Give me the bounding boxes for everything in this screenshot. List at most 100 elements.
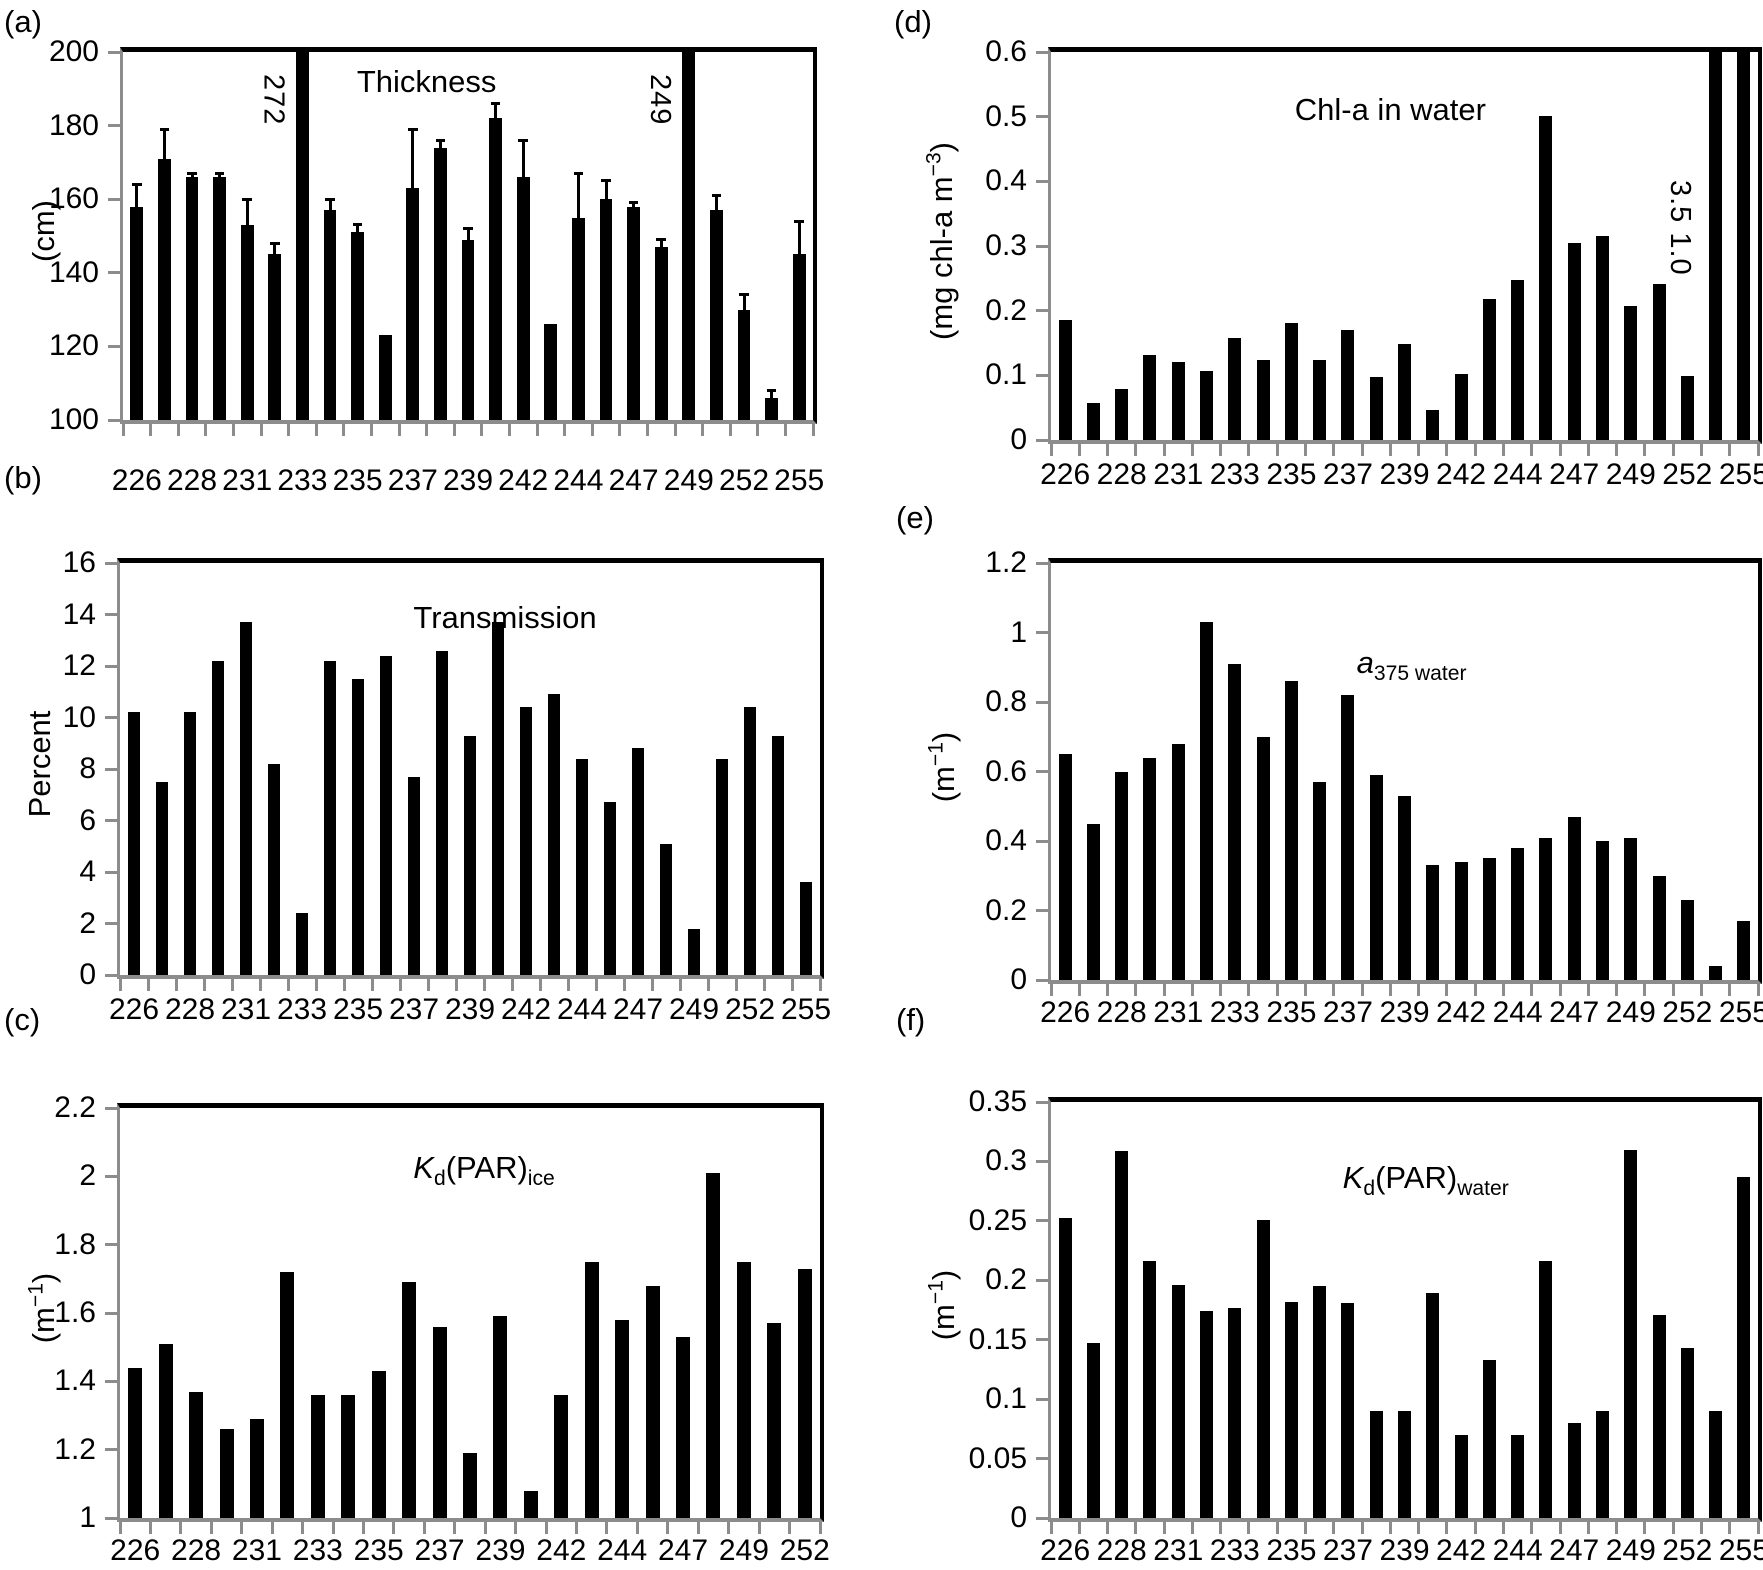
bar: [1482, 1359, 1496, 1518]
y-tick-label: 6: [79, 803, 96, 837]
y-tick-label: 0.15: [968, 1322, 1027, 1356]
y-tick: [1036, 839, 1048, 843]
bar: [1284, 681, 1298, 980]
y-tick-label: 0: [1010, 963, 1027, 996]
panel-transmission: (b) Percent Transmission 0 2 4 6 8 10 12 14 16 226…: [0, 450, 845, 1026]
x-tick: [1106, 1522, 1110, 1534]
x-tick: [1501, 444, 1505, 456]
bar: [519, 707, 533, 975]
bar: [1058, 320, 1072, 440]
x-tick: [622, 979, 626, 991]
x-tick: [1275, 444, 1279, 456]
bar: [1511, 280, 1525, 440]
x-tick: [1388, 1522, 1392, 1534]
y-tick-label: 2.2: [54, 1091, 96, 1124]
bar: [1737, 52, 1751, 440]
x-tick: [240, 1522, 244, 1534]
bar: [1086, 402, 1100, 440]
x-tick-label: 228: [1096, 996, 1147, 1029]
bar: [267, 763, 281, 975]
bar: [295, 913, 309, 975]
x-tick: [202, 979, 206, 991]
x-tick-label: 247: [1549, 996, 1600, 1029]
bar: [1482, 299, 1496, 440]
y-tick: [105, 1106, 117, 1110]
y-tick-label: 1.4: [54, 1364, 96, 1398]
bar: [572, 217, 585, 420]
x-tick-label: 244: [1492, 458, 1543, 491]
x-tick: [678, 979, 682, 991]
bar: [715, 758, 729, 975]
panel-letter: (d): [894, 4, 932, 39]
bar: [434, 147, 447, 420]
x-tick-label: 235: [332, 993, 384, 1026]
panel-chla-in-water: (d) (mg chl-a m−3) Chl-a in water 0 0.1 0.2…: [880, 0, 1763, 491]
x-tick-label: 244: [1492, 1534, 1543, 1567]
x-tick: [361, 1522, 365, 1534]
x-tick-label: 228: [166, 464, 218, 497]
x-tick: [314, 424, 318, 436]
x-tick: [422, 1522, 426, 1534]
y-tick: [1036, 438, 1048, 442]
bar: [737, 309, 751, 420]
x-tick-label: 249: [1605, 1534, 1656, 1567]
x-tick: [563, 424, 567, 436]
error-bar: [604, 180, 608, 200]
bar: [1200, 370, 1214, 440]
bar: [676, 1336, 691, 1518]
x-tick: [696, 1522, 700, 1534]
offscale-value-label: 272: [257, 74, 290, 126]
x-tick-label: 228: [171, 1534, 222, 1567]
bar: [584, 1261, 599, 1518]
x-tick: [176, 424, 180, 436]
x-tick-label: 247: [1549, 1534, 1600, 1567]
bar: [1256, 1219, 1270, 1518]
x-tick: [1162, 444, 1166, 456]
x-tick: [594, 979, 598, 991]
bar: [1256, 736, 1270, 980]
x-tick-label: 252: [1662, 1534, 1713, 1567]
bar: [1171, 743, 1185, 980]
y-tick-label: 0.2: [985, 1263, 1027, 1297]
y-tick: [105, 1516, 117, 1520]
x-tick: [231, 424, 235, 436]
x-tick: [635, 1522, 639, 1534]
error-bar-cap: [352, 223, 363, 227]
x-tick: [1445, 1522, 1449, 1534]
x-tick-label: 226: [111, 464, 162, 497]
bar: [351, 232, 364, 420]
x-tick: [756, 424, 760, 436]
error-bar-cap: [242, 197, 253, 201]
x-tick: [1275, 1522, 1279, 1534]
x-tick-label: 255: [774, 464, 825, 497]
bar: [1426, 410, 1440, 440]
x-tick: [1558, 444, 1562, 456]
y-tick: [105, 664, 117, 668]
x-tick: [149, 424, 153, 436]
x-tick-label: 231: [1153, 458, 1204, 491]
bar: [544, 324, 558, 420]
x-tick: [1388, 444, 1392, 456]
y-tick: [108, 124, 120, 128]
bar: [1143, 757, 1157, 980]
bar: [268, 254, 282, 420]
bar: [1369, 774, 1383, 980]
bar: [1228, 1307, 1242, 1518]
x-tick: [1304, 984, 1308, 996]
y-tick-label: 1.8: [54, 1227, 96, 1261]
y-tick-label: 2: [79, 1159, 96, 1193]
x-tick: [1106, 984, 1110, 996]
bar: [1369, 1411, 1383, 1518]
x-tick: [1530, 984, 1534, 996]
plot-area: Transmission 0 2 4 6 8 10 12 14 16 226 228 231 233 235…: [63, 546, 831, 1026]
error-bar-cap: [131, 182, 142, 186]
x-tick-label: 242: [1436, 1534, 1487, 1567]
x-tick-label: 235: [353, 1534, 404, 1567]
error-bar-cap: [711, 194, 722, 198]
x-tick: [788, 1522, 792, 1534]
x-tick: [650, 979, 654, 991]
panel-kd-par-ice: (c) (m−1) Kd(PAR)ice 1 1.2 1.4 1.6 1.8 2 2.2 226…: [0, 990, 845, 1570]
y-tick: [1036, 309, 1048, 313]
bar: [615, 1319, 630, 1518]
bar: [491, 622, 505, 975]
